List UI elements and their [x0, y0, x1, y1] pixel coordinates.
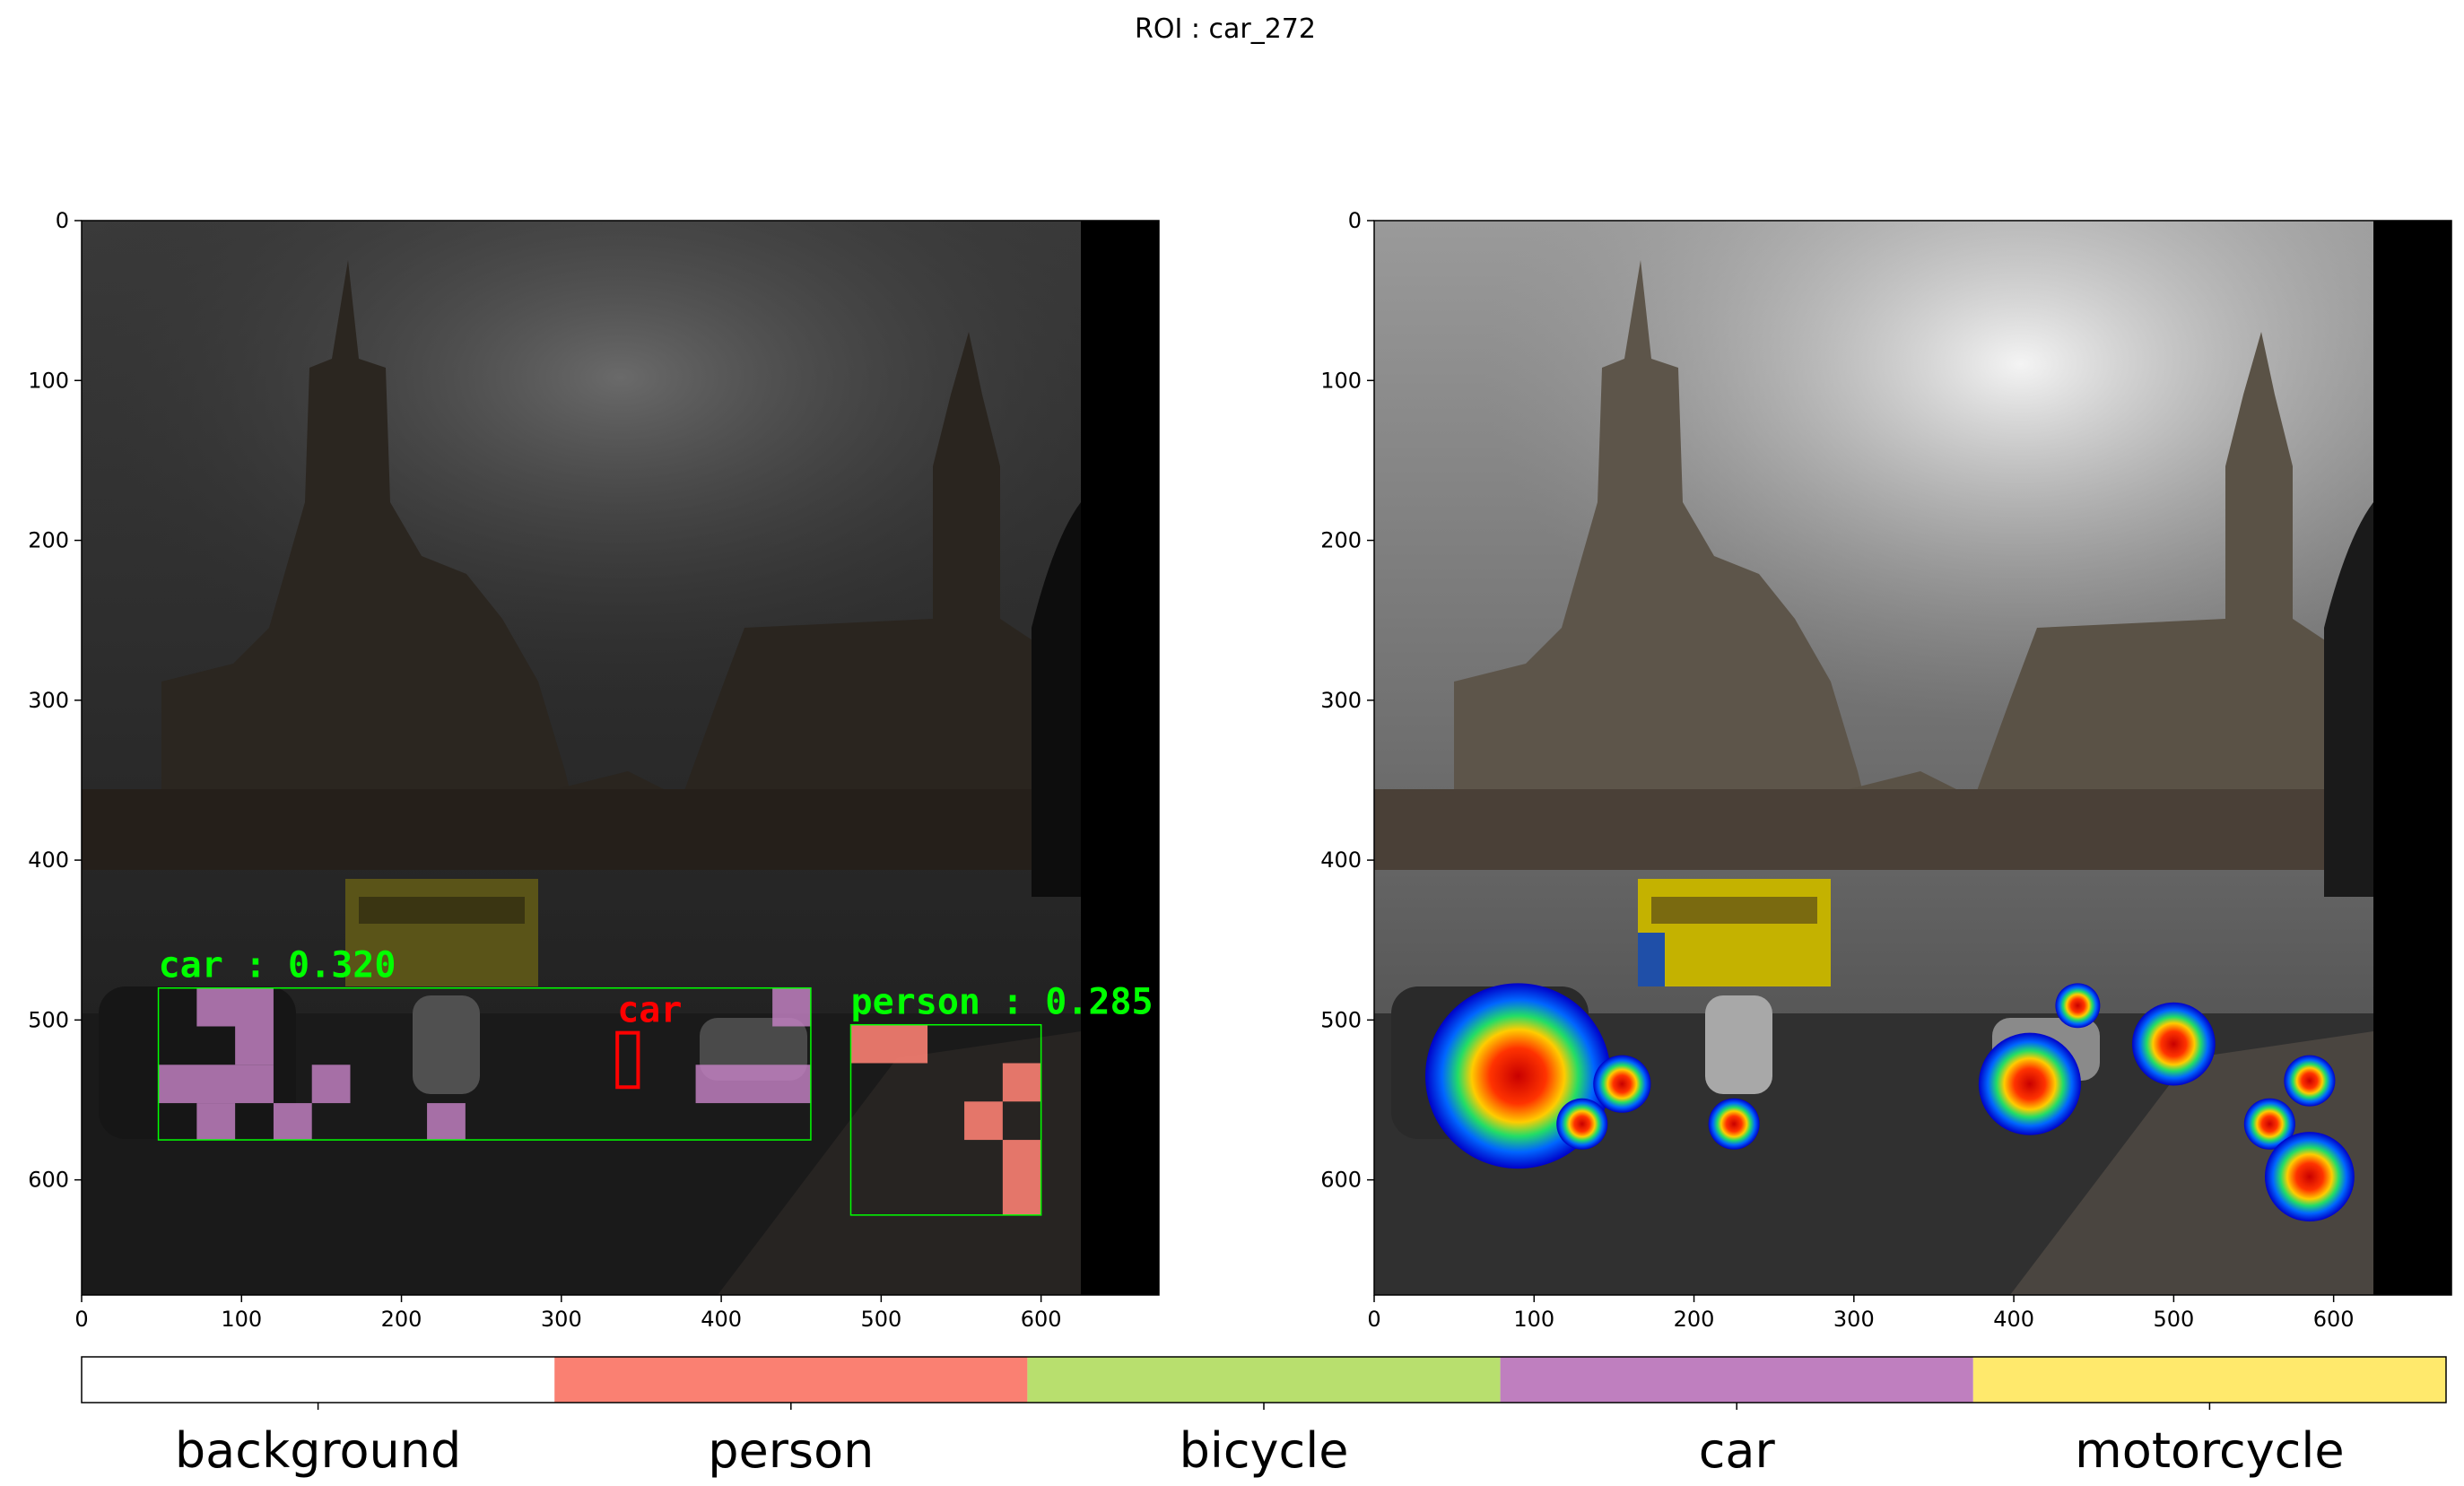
legend-swatch-motorcycle	[1972, 1357, 2446, 1403]
seg-cell-car	[196, 987, 274, 1027]
x-tick-label: 600	[2313, 1307, 2355, 1332]
heatmap-overlay	[1425, 983, 2355, 1221]
y-tick-label: 600	[1320, 1168, 1362, 1193]
heat-spot	[2132, 1002, 2216, 1086]
left-axis-ticks: 0 100 200 300 400 500 600 0 100 200 300 400 500 600	[28, 208, 1061, 1332]
seg-cell-person	[1002, 1063, 1041, 1102]
right-photo	[1374, 221, 2451, 1295]
seg-cell-car	[158, 1065, 274, 1104]
x-tick-label: 300	[1833, 1307, 1875, 1332]
detection-label-1: person : 0.285	[850, 982, 1153, 1023]
heat-spot	[1978, 1032, 2081, 1135]
y-tick-label: 400	[28, 847, 69, 873]
seg-cell-car	[235, 1026, 274, 1065]
legend-swatch-background	[82, 1357, 555, 1403]
x-tick-label: 500	[860, 1307, 901, 1332]
segmentation-overlay	[158, 987, 1041, 1215]
right-axes-frame	[1373, 220, 2452, 1296]
detection-label-0: car : 0.320	[159, 945, 396, 986]
y-tick-label: 600	[28, 1168, 69, 1193]
x-tick-label: 400	[1993, 1307, 2034, 1332]
heat-spot	[2243, 1098, 2295, 1150]
seg-cell-car	[695, 1065, 811, 1104]
y-tick-label: 200	[28, 528, 69, 553]
seg-cell-car	[196, 1103, 236, 1141]
detection-box-1	[849, 1023, 1042, 1216]
x-tick-label: 100	[1513, 1307, 1554, 1332]
legend-label-background: background	[175, 1422, 461, 1479]
legend-label-car: car	[1699, 1422, 1776, 1479]
legend-swatch-person	[554, 1357, 1028, 1403]
x-tick-label: 200	[1674, 1307, 1715, 1332]
seg-cell-person	[964, 1101, 1003, 1141]
detection-labels: car : 0.320 person : 0.285 car	[159, 945, 1154, 1031]
x-tick-label: 600	[1021, 1307, 1062, 1332]
legend-swatch-bicycle	[1027, 1357, 1501, 1403]
left-axes-frame	[81, 220, 1160, 1296]
heat-spot	[2284, 1055, 2336, 1107]
legend-label-person: person	[708, 1422, 874, 1479]
heat-spot	[1556, 1098, 1608, 1150]
detection-overlay	[157, 986, 1042, 1216]
y-tick-label: 500	[28, 1007, 69, 1032]
y-tick-label: 300	[28, 688, 69, 713]
seg-cell-car	[427, 1103, 466, 1141]
x-tick-label: 100	[221, 1307, 262, 1332]
legend-label-bicycle: bicycle	[1180, 1422, 1349, 1479]
seg-cell-car	[772, 987, 811, 1027]
y-tick-label: 500	[1320, 1007, 1362, 1032]
heat-spot	[2055, 983, 2101, 1029]
class-legend-bar: background person bicycle car motorcycle	[82, 1357, 2446, 1479]
y-tick-label: 0	[1348, 208, 1362, 233]
seg-cell-car	[311, 1065, 351, 1104]
seg-cell-person	[850, 1024, 928, 1064]
y-tick-label: 0	[56, 208, 69, 233]
y-tick-label: 100	[1320, 368, 1362, 393]
y-tick-label: 300	[1320, 688, 1362, 713]
detection-box-0	[157, 986, 812, 1141]
heat-spot	[2264, 1132, 2355, 1221]
x-tick-label: 400	[701, 1307, 742, 1332]
y-tick-label: 100	[28, 368, 69, 393]
seg-cell-car	[273, 1103, 312, 1141]
left-panel	[82, 221, 1159, 1295]
heat-spot	[1708, 1098, 1760, 1150]
detection-box-2	[615, 1030, 640, 1090]
y-tick-label: 200	[1320, 528, 1362, 553]
detection-label-2: car	[617, 990, 682, 1031]
x-tick-label: 300	[541, 1307, 582, 1332]
x-tick-label: 500	[2153, 1307, 2194, 1332]
x-tick-label: 0	[1367, 1307, 1380, 1332]
right-panel	[1374, 221, 2451, 1295]
legend-swatch-car	[1500, 1357, 1973, 1403]
seg-cell-person	[1002, 1140, 1041, 1215]
legend-label-motorcycle: motorcycle	[2075, 1422, 2344, 1479]
x-tick-label: 200	[381, 1307, 422, 1332]
y-tick-label: 400	[1320, 847, 1362, 873]
x-tick-label: 0	[74, 1307, 88, 1332]
legend-bar-frame	[81, 1356, 2447, 1403]
heat-spot	[1593, 1055, 1651, 1113]
right-axis-ticks: 0 100 200 300 400 500 600 0 100 200 300 400 500 600	[1320, 208, 2354, 1332]
figure-title: ROI : car_272	[1135, 13, 1316, 45]
